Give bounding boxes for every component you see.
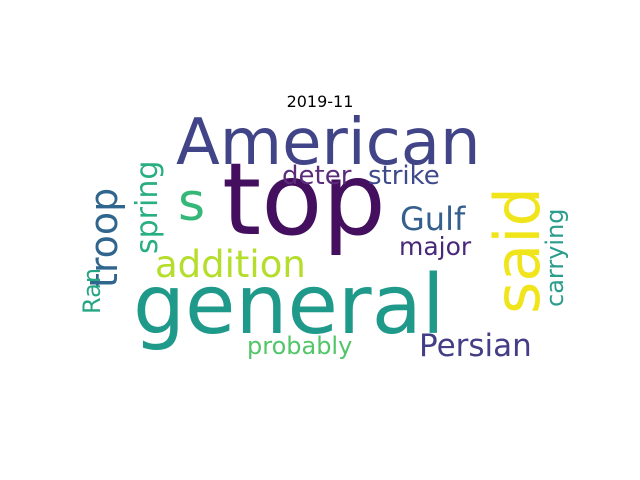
chart-title: 2019-11 xyxy=(286,92,354,111)
word-said: said xyxy=(481,187,554,314)
word-persian: Persian xyxy=(419,328,532,364)
word-spring: spring xyxy=(130,160,165,254)
word-major: major xyxy=(399,232,472,261)
word-top: top xyxy=(222,141,386,258)
word-general: general xyxy=(133,258,445,353)
word-gulf: Gulf xyxy=(400,200,466,238)
word-strike: strike xyxy=(368,161,440,191)
word-addition: addition xyxy=(155,243,306,286)
word-probably: probably xyxy=(247,332,353,360)
word-american: American xyxy=(176,106,481,180)
word-ran: Ran xyxy=(78,267,106,314)
word-s: s xyxy=(178,173,206,233)
word-carrying: carrying xyxy=(541,208,569,307)
word-deter: deter xyxy=(282,161,352,191)
